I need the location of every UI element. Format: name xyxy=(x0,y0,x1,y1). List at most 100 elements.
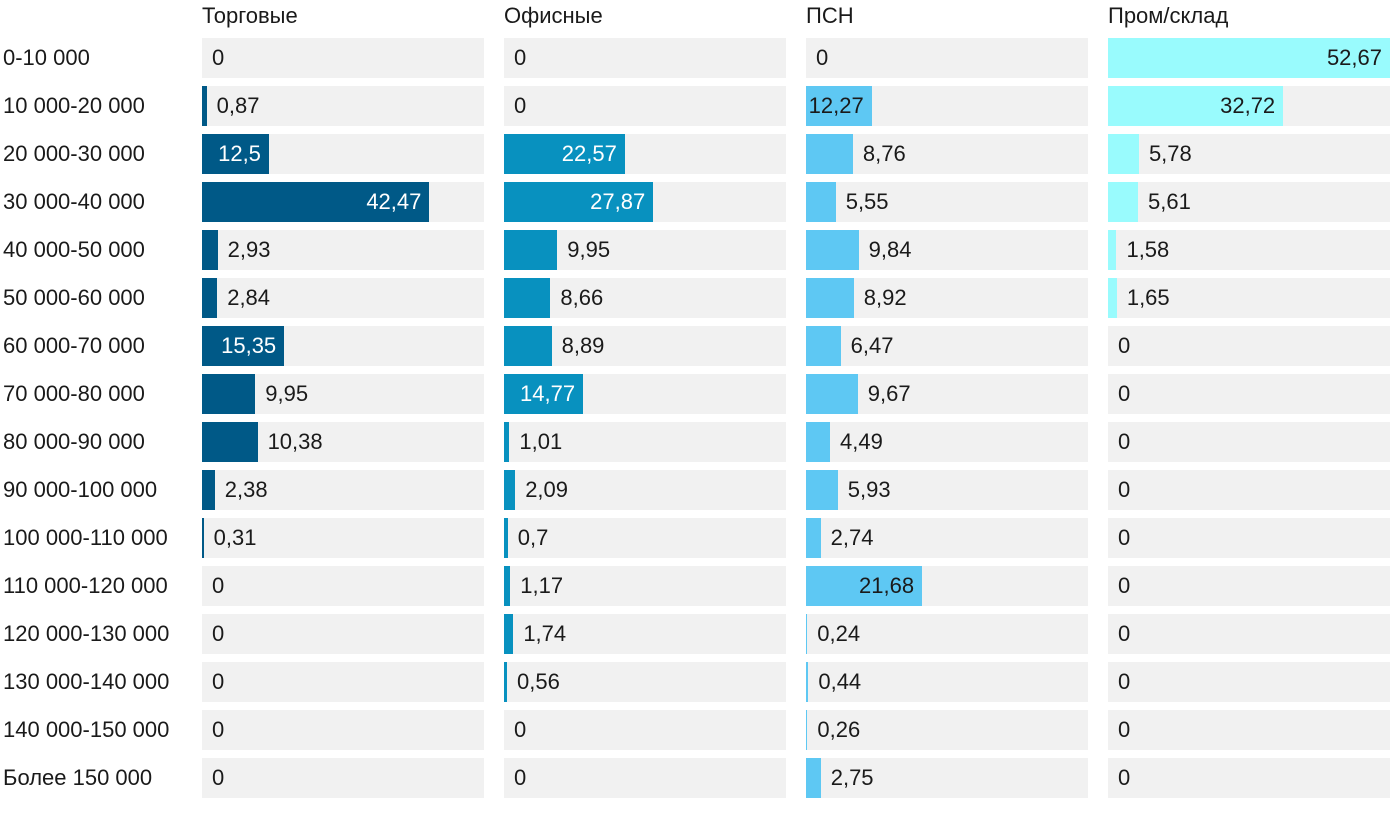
data-label: 12,5 xyxy=(218,141,261,166)
bar-track: 1,74 xyxy=(504,614,786,654)
data-label: 2,84 xyxy=(227,285,271,310)
bar-track: 27,87 xyxy=(504,182,786,222)
data-label: 0 xyxy=(212,765,225,790)
bar xyxy=(504,230,558,270)
data-label: 9,95 xyxy=(265,381,309,406)
row-label: 60 000-70 000 xyxy=(3,333,145,358)
bar-track: 0 xyxy=(202,662,484,702)
bar xyxy=(1108,278,1117,318)
row-label: 70 000-80 000 xyxy=(3,381,145,406)
data-label: 8,76 xyxy=(862,141,906,166)
bar xyxy=(504,326,552,366)
data-label: 8,92 xyxy=(863,285,907,310)
data-label: 0 xyxy=(514,717,527,742)
bar xyxy=(504,374,584,414)
row-label: 110 000-120 000 xyxy=(3,573,168,598)
bar xyxy=(806,134,853,174)
row-label: 20 000-30 000 xyxy=(3,141,145,166)
bar-track: 2,93 xyxy=(202,230,484,270)
bar-track: 12,5 xyxy=(202,134,484,174)
bar xyxy=(202,278,218,318)
bar-track: 1,17 xyxy=(504,566,786,606)
row-label: 120 000-130 000 xyxy=(3,621,170,646)
bar-track: 0 xyxy=(202,38,484,78)
data-label: 10,38 xyxy=(267,429,323,454)
data-label: 9,84 xyxy=(868,237,912,262)
bar xyxy=(504,278,551,318)
bar-track: 0 xyxy=(202,614,484,654)
data-label: 0 xyxy=(1118,429,1131,454)
bar xyxy=(806,710,808,750)
data-label: 0,44 xyxy=(818,669,862,694)
row-label: 10 000-20 000 xyxy=(3,93,145,118)
data-label: 14,77 xyxy=(520,381,576,406)
bar xyxy=(806,662,809,702)
bar xyxy=(806,566,923,606)
bar-track: 9,95 xyxy=(504,230,786,270)
bar-track: 0 xyxy=(504,710,786,750)
data-label: 0 xyxy=(212,621,225,646)
bar-track: 2,38 xyxy=(202,470,484,510)
data-label: 0 xyxy=(1118,621,1131,646)
bar-track: 0 xyxy=(1108,326,1390,366)
bar xyxy=(806,86,872,126)
bar xyxy=(1108,230,1117,270)
data-label: 0 xyxy=(514,45,527,70)
bar xyxy=(1108,134,1139,174)
bar-track: 14,77 xyxy=(504,374,786,414)
column-title: Пром/склад xyxy=(1108,3,1229,28)
bar xyxy=(1108,182,1139,222)
bar xyxy=(202,470,215,510)
bar-track: 0 xyxy=(1108,374,1390,414)
bar xyxy=(806,326,841,366)
bar-track: 0 xyxy=(1108,662,1390,702)
bar-track: 21,68 xyxy=(806,566,1088,606)
row-label: 50 000-60 000 xyxy=(3,285,145,310)
data-label: 0,7 xyxy=(517,525,549,550)
data-label: 0,87 xyxy=(216,93,260,118)
data-label: 8,89 xyxy=(561,333,605,358)
data-label: 1,65 xyxy=(1126,285,1170,310)
bar-track: 15,35 xyxy=(202,326,484,366)
bar xyxy=(504,566,511,606)
data-label: 2,38 xyxy=(224,477,268,502)
bar xyxy=(1108,86,1284,126)
bar xyxy=(504,614,514,654)
data-label: 2,75 xyxy=(830,765,874,790)
bar-track: 0,56 xyxy=(504,662,786,702)
bar xyxy=(202,374,256,414)
data-label: 0 xyxy=(1118,525,1131,550)
data-label: 0 xyxy=(212,45,225,70)
data-label: 0 xyxy=(1118,477,1131,502)
bar-track: 0 xyxy=(1108,614,1390,654)
data-label: 0 xyxy=(1118,669,1131,694)
bar-track: 0,26 xyxy=(806,710,1088,750)
bar xyxy=(1108,38,1390,78)
row-label: Более 150 000 xyxy=(3,765,153,790)
data-label: 0,31 xyxy=(213,525,257,550)
bar xyxy=(202,182,430,222)
bar-track: 0,44 xyxy=(806,662,1088,702)
bar-track: 6,47 xyxy=(806,326,1088,366)
data-label: 9,95 xyxy=(567,237,611,262)
column-title: ПСН xyxy=(806,3,854,28)
bar-track: 0 xyxy=(1108,710,1390,750)
bar-track: 8,92 xyxy=(806,278,1088,318)
data-label: 1,74 xyxy=(523,621,567,646)
bar-track: 0,24 xyxy=(806,614,1088,654)
bar-track: 0 xyxy=(1108,422,1390,462)
data-label: 1,01 xyxy=(519,429,563,454)
data-label: 32,72 xyxy=(1220,93,1276,118)
data-label: 0 xyxy=(1118,381,1131,406)
bar-track: 5,93 xyxy=(806,470,1088,510)
bar-track: 1,58 xyxy=(1108,230,1390,270)
bar-track: 42,47 xyxy=(202,182,484,222)
row-label: 40 000-50 000 xyxy=(3,237,145,262)
bar-track: 9,84 xyxy=(806,230,1088,270)
data-label: 0 xyxy=(1118,717,1131,742)
data-label: 5,55 xyxy=(845,189,889,214)
bar-track: 5,78 xyxy=(1108,134,1390,174)
bar xyxy=(504,518,508,558)
bar-track: 12,27 xyxy=(806,86,1088,126)
